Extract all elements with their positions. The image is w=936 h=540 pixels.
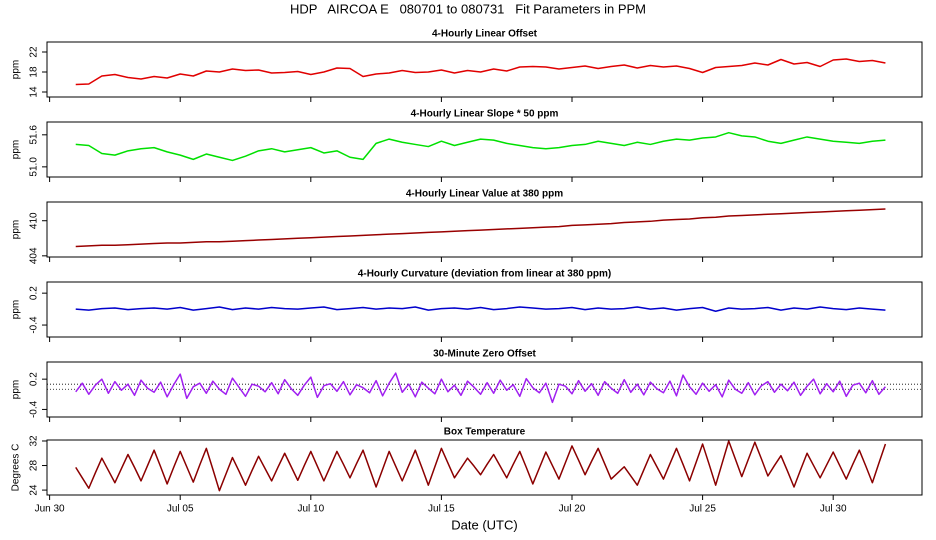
plot-frame	[46, 361, 923, 418]
data-line	[75, 372, 886, 404]
y-axis-label: ppm	[11, 220, 22, 239]
y-axis-label: ppm	[11, 60, 22, 79]
x-tick-label: Jul 10	[297, 504, 324, 515]
y-tick-label: 32	[29, 435, 40, 447]
y-tick-label: 28	[29, 460, 40, 472]
chart-title: HDP AIRCOA E 080701 to 080731 Fit Parame…	[290, 1, 646, 16]
panel-title: 4-Hourly Linear Offset	[432, 29, 538, 40]
y-tick-label: 410	[29, 212, 40, 229]
y-tick-label: 24	[29, 484, 40, 496]
x-tick-label: Jul 20	[559, 504, 586, 515]
y-tick-label: -0.4	[29, 316, 40, 334]
panel-title: 4-Hourly Linear Slope * 50 ppm	[411, 109, 559, 120]
panel-title: 30-Minute Zero Offset	[433, 349, 536, 360]
x-tick-label: Jul 25	[689, 504, 716, 515]
y-tick-label: -0.4	[29, 400, 40, 418]
y-tick-label: 51.6	[29, 125, 40, 145]
y-tick-label: 22	[29, 46, 40, 58]
plot-frame	[46, 121, 923, 178]
y-tick-label: 14	[29, 86, 40, 98]
plot-frame	[46, 41, 923, 98]
y-axis-label: Degrees C	[11, 444, 22, 492]
y-tick-label: 404	[29, 247, 40, 264]
x-axis-label: Date (UTC)	[451, 517, 517, 532]
data-line	[75, 131, 886, 162]
y-tick-label: 0.2	[29, 286, 40, 300]
data-line	[75, 58, 886, 86]
data-line	[75, 306, 886, 312]
y-axis-label: ppm	[11, 300, 22, 319]
plot-frame	[46, 439, 923, 496]
x-tick-label: Jul 15	[428, 504, 455, 515]
y-tick-label: 18	[29, 66, 40, 78]
plot-frame	[46, 281, 923, 338]
x-tick-label: Jul 30	[820, 504, 847, 515]
y-axis-label: ppm	[11, 380, 22, 399]
y-axis-label: ppm	[11, 140, 22, 159]
panel-title: 4-Hourly Linear Value at 380 ppm	[406, 189, 563, 200]
y-tick-label: 51.0	[29, 157, 40, 177]
x-tick-label: Jun 30	[35, 504, 65, 515]
panel-title: 4-Hourly Curvature (deviation from linea…	[358, 269, 611, 280]
y-tick-label: 0.2	[29, 372, 40, 386]
data-line	[75, 208, 886, 248]
plot-frame	[46, 201, 923, 258]
panel-title: Box Temperature	[444, 427, 526, 438]
data-line	[75, 440, 887, 492]
x-tick-label: Jul 05	[167, 504, 194, 515]
